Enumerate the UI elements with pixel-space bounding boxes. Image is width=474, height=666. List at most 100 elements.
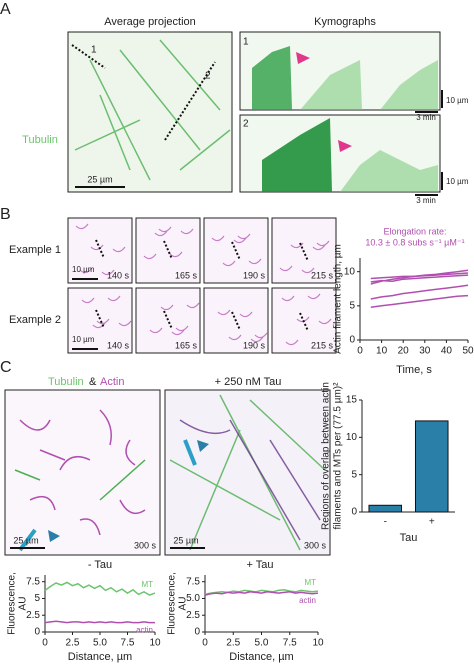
y-tick-label: 2.5	[26, 610, 40, 621]
y-axis-label: Regions of overlap between actin	[321, 382, 332, 530]
y-axis-label: filaments and MTs per (77.5 µm)²	[333, 382, 344, 530]
time-label: 215 s	[311, 340, 334, 350]
y-tick-label: 0	[351, 507, 357, 518]
time-label: 165 s	[175, 270, 198, 280]
example-image	[67, 287, 133, 354]
series-label: MT	[304, 578, 316, 587]
y-tick-label: 0	[34, 627, 40, 638]
filament	[312, 244, 326, 251]
row-label: Example 1	[9, 244, 61, 256]
x-tick-label: 10	[149, 638, 161, 649]
filament	[79, 267, 93, 274]
scale-label: 10 µm	[446, 96, 469, 105]
scale-label: 10 µm	[72, 335, 95, 344]
y-tick-label: 15	[346, 395, 358, 406]
filament	[318, 318, 332, 325]
chart-title: + Tau	[246, 559, 273, 571]
tracked-filament	[163, 310, 173, 330]
example-image	[135, 217, 201, 284]
title-amp: &	[89, 376, 97, 388]
channel-label: Tubulin	[22, 134, 58, 146]
tracked-filament	[95, 239, 105, 259]
overlay-images	[4, 389, 331, 556]
x-tick-label: 0	[202, 638, 208, 649]
y-axis-label: Actin filament length, µm	[333, 244, 344, 354]
x-tick-label: 30	[419, 346, 431, 357]
panel-label: A	[0, 1, 11, 18]
x-tick-label: 10	[312, 638, 324, 649]
scale-label: 25 µm	[87, 174, 112, 184]
x-axis-label: Tau	[400, 532, 418, 544]
bar	[368, 504, 403, 513]
x-tick-label: 5.0	[255, 638, 269, 649]
time-label: 300 s	[134, 540, 157, 550]
scale-label: 10 µm	[446, 177, 469, 186]
x-tick-label: 20	[398, 346, 410, 357]
filament	[107, 295, 121, 302]
tracked-filament	[163, 240, 173, 260]
x-tick-label: 40	[441, 346, 453, 357]
x-tick-label: 2.5	[66, 638, 80, 649]
filament	[75, 223, 89, 230]
filament	[158, 226, 172, 233]
filament	[217, 309, 231, 316]
line-series	[370, 272, 469, 280]
x-tick-label: 0	[357, 346, 363, 357]
filament	[285, 339, 299, 346]
tracked-filament	[299, 242, 309, 262]
x-tick-label: 7.5	[121, 638, 135, 649]
filament	[175, 325, 189, 332]
x-axis-label: Distance, µm	[68, 651, 132, 663]
row-label: Example 2	[9, 314, 61, 326]
title-tubulin: Tubulin	[48, 376, 84, 388]
filament	[180, 228, 194, 235]
x-tick-label: 7.5	[283, 638, 297, 649]
x-tick-label: -	[384, 517, 387, 528]
filament	[154, 230, 168, 237]
title-actin: Actin	[100, 376, 124, 388]
y-tick-label: 7.5	[26, 576, 40, 587]
filament	[316, 240, 330, 247]
y-tick-label: 10	[344, 266, 356, 277]
y-axis-label: Fluorescence,	[167, 572, 178, 635]
filament	[90, 244, 104, 251]
line-series	[44, 581, 156, 596]
x-axis-label: Time, s	[396, 364, 432, 376]
line-series	[370, 274, 469, 283]
panel-label: B	[0, 206, 11, 223]
x-tick-label: 5.0	[93, 638, 107, 649]
y-tick-label: 5	[351, 469, 357, 480]
y-tick-label: 5	[34, 593, 40, 604]
x-tick-label: 10	[376, 346, 388, 357]
time-label: 215 s	[311, 270, 334, 280]
filament	[228, 334, 242, 341]
x-tick-label: 2.5	[226, 638, 240, 649]
panel-label: C	[0, 359, 12, 376]
line-series	[370, 294, 469, 308]
scale-label: 25 µm	[173, 535, 198, 545]
filament	[118, 320, 132, 327]
filament	[169, 251, 183, 258]
time-label: 300 s	[304, 540, 327, 550]
line-series	[204, 591, 319, 596]
time-label: 165 s	[175, 340, 198, 350]
filament	[307, 293, 321, 300]
tau-title: + 250 nM Tau	[215, 376, 282, 388]
filament	[248, 258, 262, 265]
y-axis-label: Fluorescence,	[7, 572, 18, 635]
series-label: actin	[299, 596, 316, 605]
filament	[281, 295, 295, 302]
example-images	[67, 217, 337, 354]
filament	[301, 267, 315, 274]
filament	[279, 265, 293, 272]
filament	[81, 297, 95, 304]
line-series	[204, 589, 319, 596]
scale-label: 3 min	[416, 196, 436, 205]
kymo-title: Kymographs	[314, 16, 376, 28]
filament	[239, 311, 253, 318]
annotation: Elongation rate:	[383, 226, 446, 236]
kymo-label: 2	[243, 119, 249, 130]
annotation: 10.3 ± 0.8 subs s⁻¹ µM⁻¹	[365, 237, 464, 247]
x-tick-label: +	[429, 517, 435, 528]
